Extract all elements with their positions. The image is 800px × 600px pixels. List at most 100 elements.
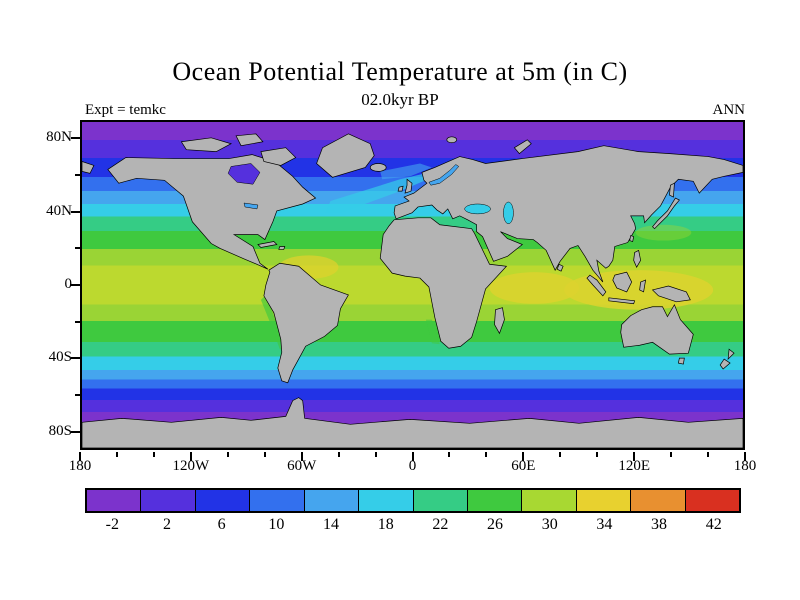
y-axis-tick — [71, 430, 80, 433]
colorbar-cell — [304, 490, 360, 511]
sri-lanka — [556, 263, 564, 272]
map-plot-area — [80, 120, 745, 450]
continents — [82, 133, 743, 448]
lat-tick-label: 40S — [48, 349, 72, 365]
lon-tick-label: 60E — [511, 458, 536, 474]
caspian-sea — [503, 201, 514, 224]
x-axis-tick — [115, 452, 118, 457]
experiment-label: Expt = temkc — [85, 102, 166, 118]
colorbar-tick-label: 26 — [487, 516, 504, 533]
y-axis-ticks — [70, 120, 80, 450]
colorbar-cell — [631, 490, 686, 511]
sakhalin — [669, 182, 675, 198]
colorbar-tick-label: 6 — [217, 516, 226, 533]
novaya-zemlya — [513, 139, 532, 155]
colorbar-labels: -2 2 6 10 14 18 22 26 30 34 38 42 — [85, 516, 741, 534]
tasmania — [677, 357, 685, 365]
x-axis-tick — [559, 452, 562, 457]
x-axis-tick — [263, 452, 266, 457]
lat-tick-label: 80S — [48, 423, 72, 439]
arctic-archipelago — [235, 133, 264, 147]
colorbar-cell — [413, 490, 468, 511]
benguela-cold-tongue — [425, 319, 440, 345]
colorbar-cell — [576, 490, 632, 511]
colorbar-cell — [522, 490, 577, 511]
page-title: Ocean Potential Temperature at 5m (in C) — [172, 57, 628, 86]
y-axis-tick — [75, 320, 80, 323]
taiwan — [629, 235, 635, 242]
colorbar-tick-label: 22 — [432, 516, 449, 533]
colorbar-tick-label: -2 — [105, 516, 119, 533]
kuroshio-warm-tongue — [635, 224, 692, 241]
eurasia — [393, 145, 743, 283]
baltic-sea — [428, 164, 460, 186]
x-axis-tick — [337, 452, 340, 457]
colorbar-cell — [467, 490, 523, 511]
chukotka-edge — [82, 161, 95, 174]
colorbar-tick-label: 14 — [323, 516, 340, 533]
cuba — [257, 241, 278, 248]
philippines — [633, 249, 641, 268]
hudson-bay — [227, 163, 261, 185]
colorbar-tick-label: 10 — [268, 516, 285, 533]
colorbar-cell — [141, 490, 196, 511]
colorbar-tick-label: 38 — [651, 516, 668, 533]
x-axis-tick — [189, 452, 192, 461]
indian-ocean-warm-pool — [489, 272, 579, 304]
new-guinea — [651, 285, 691, 303]
ireland — [397, 185, 404, 192]
lon-tick-label: 180 — [733, 458, 757, 474]
new-zealand-north — [727, 348, 735, 361]
great-britain — [404, 178, 413, 194]
arctic-archipelago — [180, 137, 233, 152]
colorbar-cell — [195, 490, 251, 511]
lon-tick-label: 180 — [68, 458, 92, 474]
x-axis-tick — [411, 452, 414, 461]
lat-tick-label: 40N — [46, 203, 72, 219]
x-axis-tick — [152, 452, 155, 457]
world-map — [82, 122, 743, 448]
baffin-island — [260, 147, 297, 166]
lon-tick-label: 120E — [618, 458, 651, 474]
y-axis-tick — [71, 210, 80, 213]
colorbar — [85, 488, 741, 513]
x-axis-tick — [485, 452, 488, 457]
japan — [652, 197, 680, 230]
lon-tick-label: 0 — [408, 458, 417, 474]
colorbar-cell — [250, 490, 305, 511]
y-axis-tick — [75, 247, 80, 250]
australia — [620, 303, 694, 355]
colorbar-tick-label: 34 — [596, 516, 613, 533]
madagascar — [494, 307, 505, 335]
svalbard — [446, 136, 458, 144]
y-axis-tick — [75, 394, 80, 396]
lat-tick-label: 0 — [64, 276, 73, 292]
new-zealand-south — [719, 358, 731, 370]
y-axis-tick — [71, 137, 80, 140]
y-axis-tick — [71, 284, 80, 286]
x-axis-tick — [633, 452, 636, 461]
colorbar-tick-label: 18 — [377, 516, 394, 533]
x-axis-tick — [226, 452, 229, 457]
x-axis-tick — [707, 452, 710, 457]
north-atlantic-drift — [325, 173, 428, 213]
inland-seas — [227, 163, 514, 224]
x-axis-ticks — [79, 452, 746, 464]
iceland — [369, 163, 387, 172]
colorbar-cell — [685, 490, 740, 511]
x-axis-tick — [670, 452, 673, 457]
north-atlantic-drift-upper — [380, 163, 432, 180]
x-axis-tick — [374, 452, 377, 457]
hispaniola — [278, 246, 286, 250]
x-axis-tick — [79, 452, 81, 461]
y-axis-tick — [71, 357, 80, 360]
y-axis-tick — [75, 174, 80, 176]
great-lakes — [243, 202, 259, 210]
colorbar-tick-label: 30 — [541, 516, 558, 533]
colorbar-tick-label: 2 — [163, 516, 171, 533]
lat-tick-label: 80N — [46, 129, 72, 145]
lon-tick-label: 60W — [287, 458, 317, 474]
subtitle: 02.0kyr BP — [361, 90, 439, 109]
sulawesi — [639, 279, 647, 293]
borneo — [612, 271, 633, 293]
